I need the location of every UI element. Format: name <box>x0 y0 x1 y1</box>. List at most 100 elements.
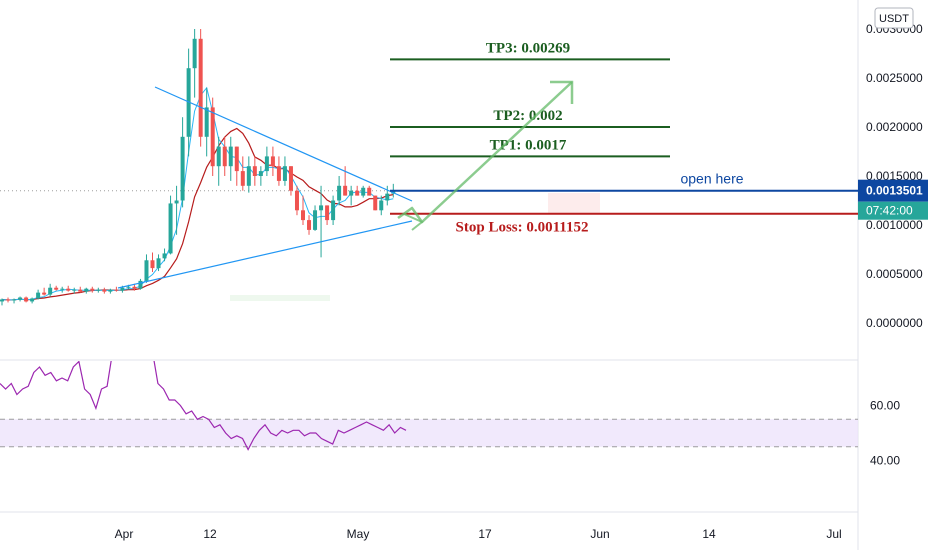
price-tick-label: 0.0000000 <box>866 316 923 330</box>
candle <box>343 185 348 196</box>
price-tick-label: 0.0015000 <box>866 169 923 183</box>
candle <box>319 205 324 211</box>
candle <box>84 288 89 292</box>
candle <box>307 220 312 230</box>
rsi-band <box>0 419 858 447</box>
time-tick-label: Apr <box>115 527 134 541</box>
candle <box>48 287 53 295</box>
projection-arrow <box>397 81 573 224</box>
candle <box>246 166 251 186</box>
candle <box>337 185 342 201</box>
candle <box>301 210 305 221</box>
level-label: open here <box>680 171 743 187</box>
candle <box>252 166 257 176</box>
candle <box>174 200 179 204</box>
last-price-badge <box>858 179 928 202</box>
candle <box>60 288 65 290</box>
time-tick-label: 17 <box>478 527 492 541</box>
candle <box>313 210 318 230</box>
candle <box>264 156 269 172</box>
candle <box>162 253 167 259</box>
time-tick-label: Jul <box>826 527 841 541</box>
candle <box>132 286 137 289</box>
candle <box>138 280 143 289</box>
level-label: TP2: 0.002 <box>493 108 562 124</box>
currency-badge[interactable] <box>874 7 914 29</box>
rsi-tick-label: 60.00 <box>870 399 900 413</box>
candle <box>108 289 113 292</box>
candle <box>66 288 71 291</box>
candle <box>36 292 41 299</box>
candle <box>0 299 4 302</box>
rsi-tick-label: 40.00 <box>870 454 900 468</box>
time-tick-label: 14 <box>702 527 716 541</box>
candle <box>198 38 203 137</box>
moving-average-line <box>1 127 394 301</box>
last-price-label: 0.0013501 <box>866 184 923 198</box>
level-label: Stop Loss: 0.0011152 <box>456 220 589 236</box>
candle <box>72 289 77 291</box>
time-tick-label: 12 <box>203 527 217 541</box>
candle <box>240 171 245 186</box>
candle <box>24 297 29 302</box>
price-tick-label: 0.0020000 <box>866 120 923 134</box>
triangle-lower-line <box>117 220 413 289</box>
candle <box>42 292 47 295</box>
candle <box>96 289 101 291</box>
shaded-zone <box>230 295 330 301</box>
candle <box>192 38 197 69</box>
candle <box>210 107 215 167</box>
candle <box>12 299 17 301</box>
countdown-badge <box>858 201 928 220</box>
candle <box>325 205 330 221</box>
candle <box>156 258 161 269</box>
candle <box>168 203 173 254</box>
candle <box>234 146 239 172</box>
candle <box>150 260 155 269</box>
shaded-zone <box>548 193 600 213</box>
candle <box>367 187 372 196</box>
candle <box>18 297 23 300</box>
candle <box>120 287 125 291</box>
candle <box>361 187 366 196</box>
candle <box>385 193 390 201</box>
candle <box>144 260 149 281</box>
triangle-upper-line <box>154 86 413 202</box>
candle <box>6 299 11 301</box>
time-tick-label: Jun <box>590 527 609 541</box>
level-label: TP3: 0.00269 <box>486 40 570 56</box>
candle <box>270 156 275 167</box>
rsi-line <box>0 361 407 451</box>
candle <box>373 195 378 211</box>
candle <box>114 289 119 291</box>
price-tick-label: 0.0010000 <box>866 218 923 232</box>
projection-arrowhead <box>550 80 574 104</box>
candle <box>78 289 83 292</box>
candle <box>282 166 287 181</box>
candle <box>180 136 185 201</box>
candle <box>228 146 233 167</box>
candle <box>355 190 360 196</box>
candle <box>90 288 95 291</box>
candle <box>126 286 131 288</box>
candle <box>204 107 209 137</box>
candle <box>30 298 35 302</box>
price-tick-label: 0.0025000 <box>866 71 923 85</box>
candle <box>54 287 59 290</box>
candle <box>258 171 263 176</box>
candle <box>349 190 354 196</box>
candle <box>222 146 227 167</box>
candle <box>102 289 107 292</box>
projection-arrowhead <box>403 213 424 231</box>
time-tick-label: May <box>347 527 370 541</box>
countdown-label: 07:42:00 <box>866 204 913 218</box>
candle <box>216 146 221 167</box>
candle <box>276 166 281 181</box>
candle <box>288 166 293 191</box>
currency-label: USDT <box>879 13 909 25</box>
level-label: TP1: 0.0017 <box>490 137 567 153</box>
price-tick-label: 0.0005000 <box>866 267 923 281</box>
